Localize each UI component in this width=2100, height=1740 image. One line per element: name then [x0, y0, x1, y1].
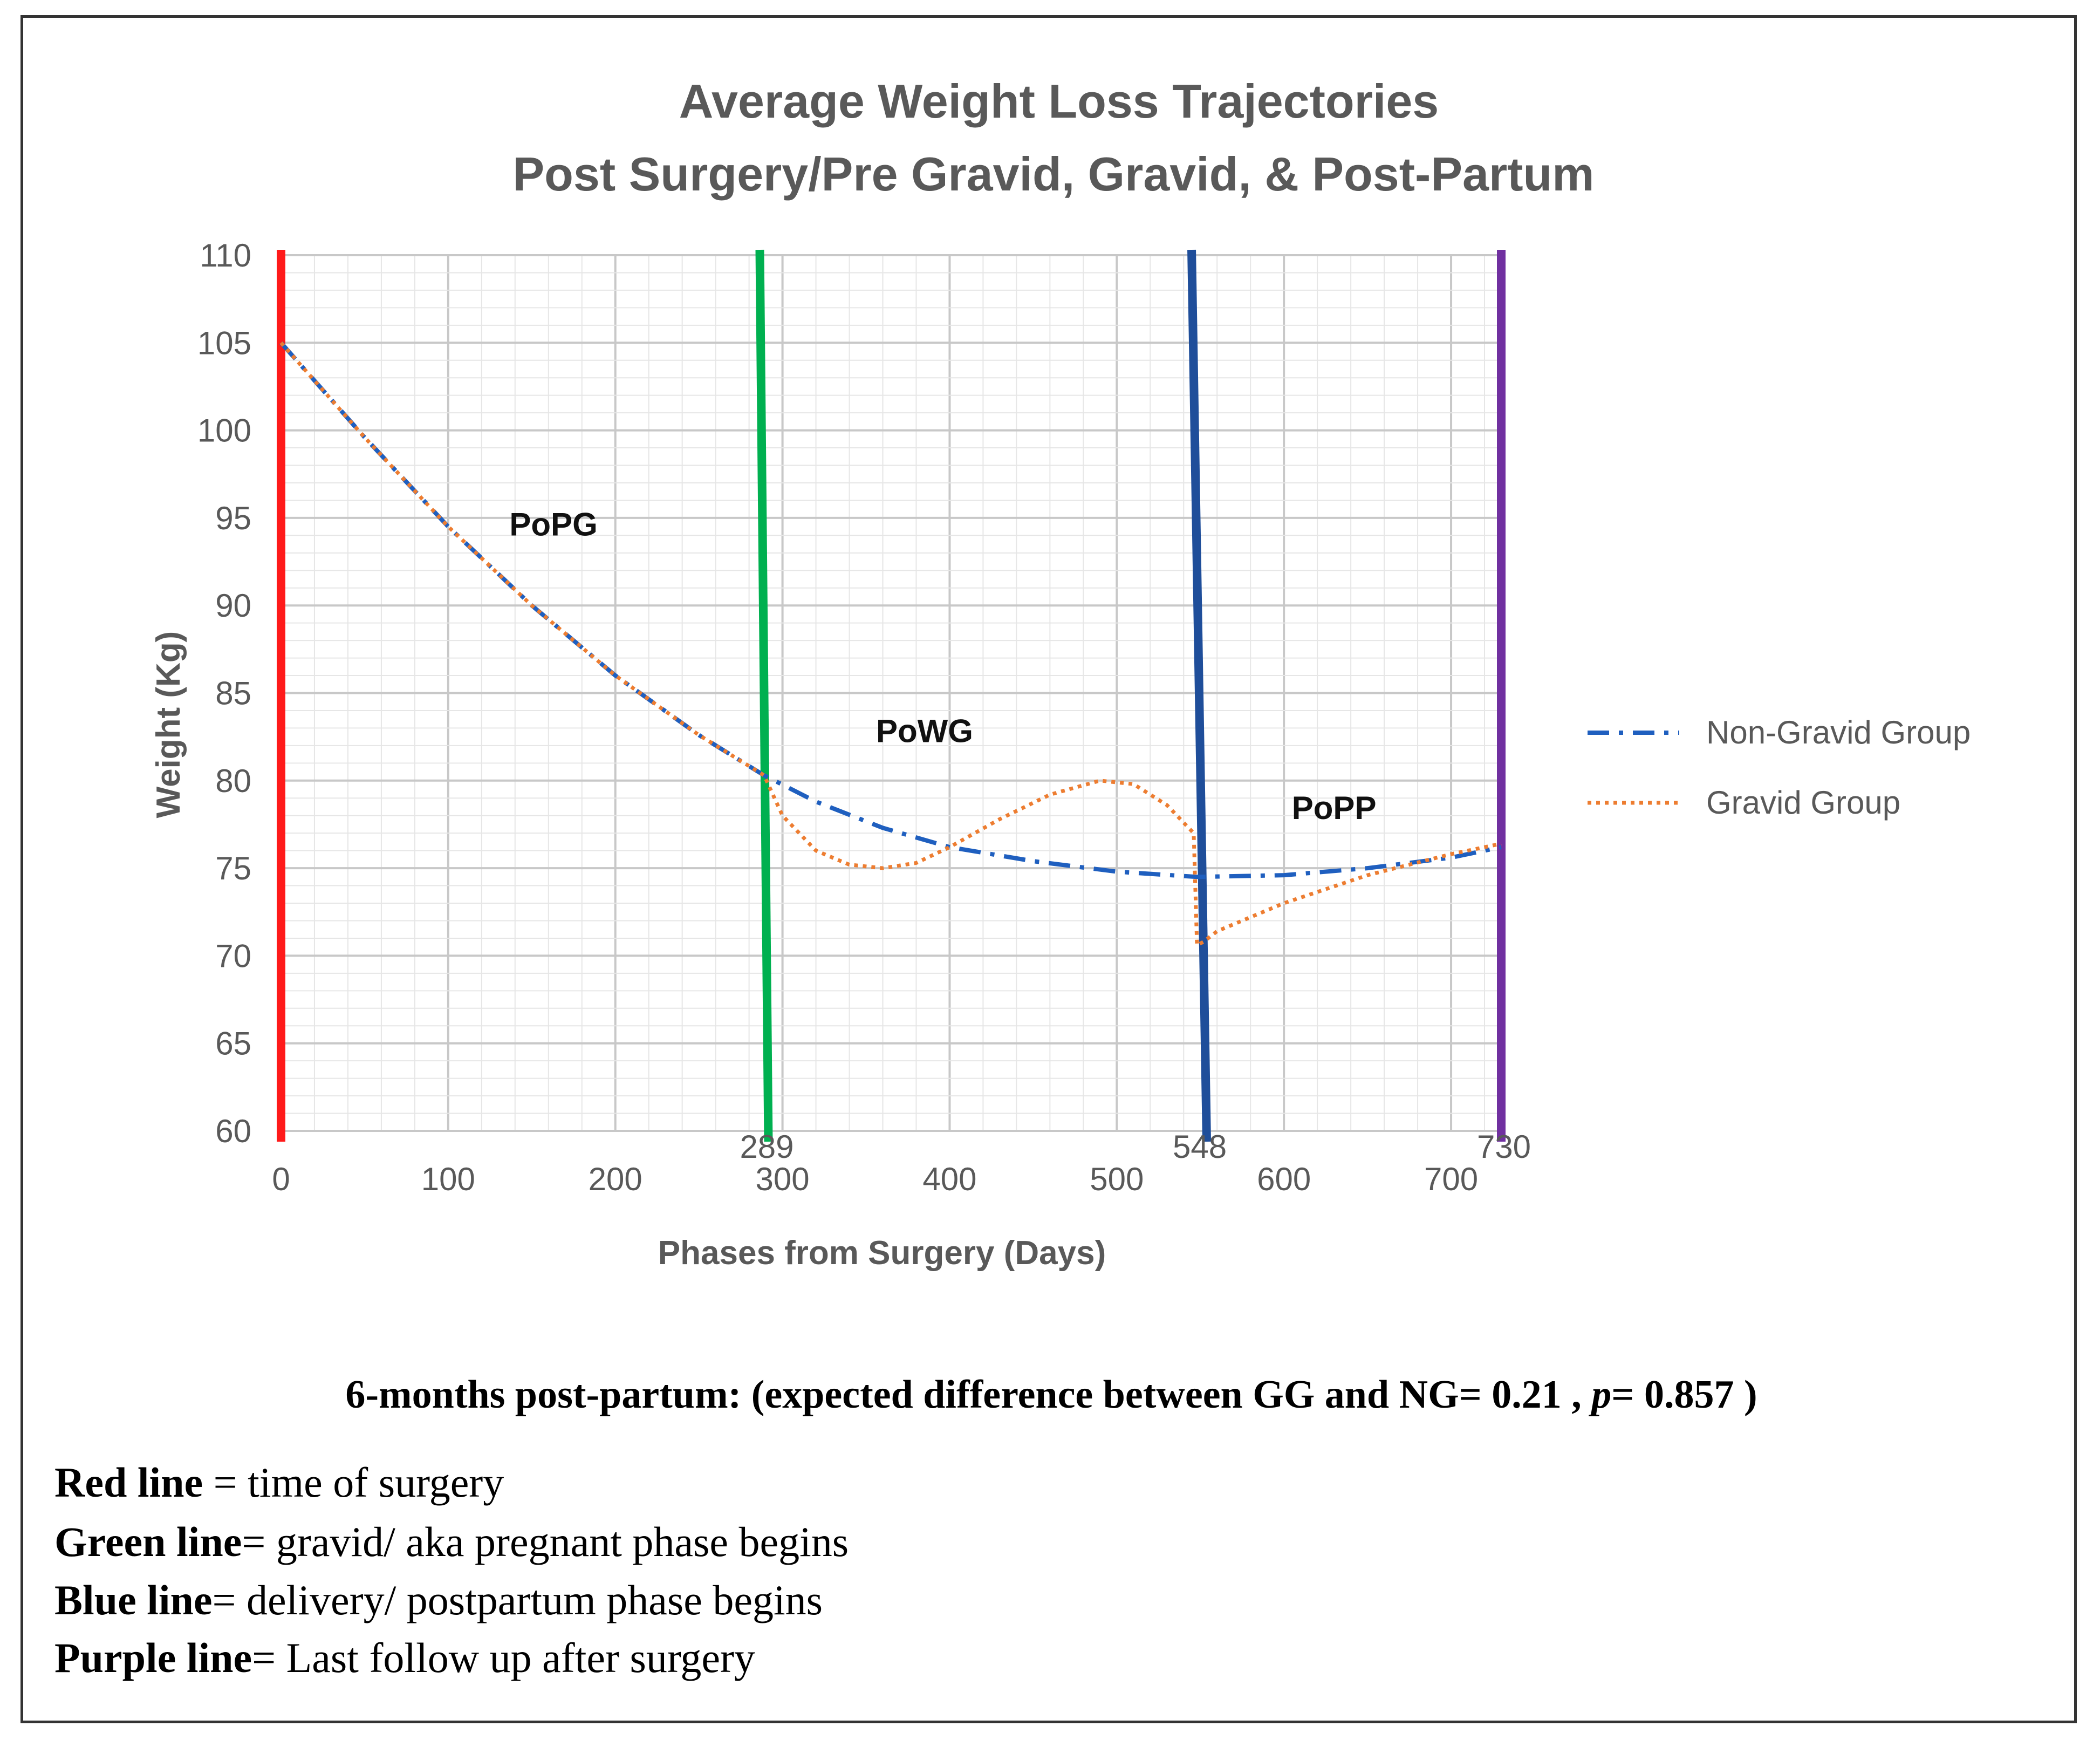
x-tick-label: 500	[1090, 1161, 1144, 1197]
note-green-line-text: = gravid/ aka pregnant phase begins	[242, 1518, 849, 1565]
x-tick-label: 400	[922, 1161, 976, 1197]
x-tick-label: 0	[272, 1161, 290, 1197]
phase-label-powg: PoWG	[876, 713, 973, 749]
y-tick-label: 105	[197, 325, 251, 361]
x-tick-label: 700	[1424, 1161, 1478, 1197]
phase-line-tick-label: 730	[1477, 1129, 1531, 1165]
series-line-non-gravid	[279, 341, 1502, 879]
phase-label-popg: PoPG	[509, 506, 597, 542]
legend-label-non-gravid: Non-Gravid Group	[1706, 714, 1971, 750]
stat-prefix: 6-months post-partum: (expected differen…	[345, 1373, 1592, 1417]
note-purple-line-text: = Last follow up after surgery	[252, 1634, 755, 1681]
chart: Average Weight Loss Trajectories Post Su…	[150, 74, 1971, 1272]
x-tick-label: 300	[756, 1161, 810, 1197]
phase-line-tick-label: 289	[740, 1129, 794, 1165]
stat-p-symbol: p	[1591, 1373, 1612, 1417]
note-blue-line-bold: Blue line	[54, 1577, 213, 1623]
phase-line	[1187, 249, 1212, 1142]
y-tick-label: 95	[215, 500, 251, 536]
y-tick-label: 90	[215, 588, 251, 624]
legend: Non-Gravid Group Gravid Group	[1588, 714, 1971, 821]
note-green-line: Green line= gravid/ aka pregnant phase b…	[54, 1518, 849, 1566]
y-tick-label: 80	[215, 763, 251, 799]
note-purple-line: Purple line= Last follow up after surger…	[54, 1634, 755, 1682]
series-line-gravid	[279, 341, 1502, 947]
phase-label-popp: PoPP	[1292, 790, 1377, 826]
y-axis-title: Weight (Kg)	[150, 631, 187, 818]
phase-lines	[277, 249, 1506, 1142]
y-tick-label: 110	[200, 237, 251, 274]
stat-summary: 6-months post-partum: (expected differen…	[23, 1372, 2080, 1418]
y-tick-label: 65	[215, 1026, 251, 1062]
phase-line	[755, 249, 773, 1142]
note-red-line-bold: Red line	[54, 1459, 203, 1506]
note-green-line-bold: Green line	[54, 1518, 242, 1565]
note-blue-line-text: = delivery/ postpartum phase begins	[212, 1577, 823, 1623]
ticks: 0 100 200 300 400 500 600 700 60 65 70 75 80 85 90 95 10…	[197, 237, 1531, 1197]
x-tick-label: 200	[589, 1161, 642, 1197]
figure-frame: Average Weight Loss Trajectories Post Su…	[20, 15, 2077, 1723]
y-tick-label: 75	[215, 850, 251, 886]
x-axis-title: Phases from Surgery (Days)	[658, 1234, 1106, 1272]
note-red-line: Red line = time of surgery	[54, 1458, 504, 1507]
chart-title-line-2: Post Surgery/Pre Gravid, Gravid, & Post-…	[512, 147, 1594, 201]
x-tick-label: 100	[421, 1161, 475, 1197]
phase-labels: PoPG PoWG PoPP	[509, 506, 1376, 826]
grid	[280, 254, 1502, 1132]
y-tick-label: 100	[197, 413, 251, 449]
stat-suffix: = 0.857 )	[1611, 1373, 1757, 1417]
y-tick-label: 70	[215, 938, 251, 974]
phase-line-tick-label: 548	[1173, 1129, 1227, 1165]
note-red-line-text: = time of surgery	[203, 1459, 504, 1506]
legend-label-gravid: Gravid Group	[1706, 784, 1900, 821]
chart-title-line-1: Average Weight Loss Trajectories	[679, 74, 1439, 128]
x-tick-label: 600	[1257, 1161, 1311, 1197]
y-tick-label: 60	[215, 1113, 251, 1149]
note-blue-line: Blue line= delivery/ postpartum phase be…	[54, 1576, 823, 1625]
y-tick-label: 85	[215, 675, 251, 712]
series	[279, 341, 1502, 947]
note-purple-line-bold: Purple line	[54, 1634, 252, 1681]
